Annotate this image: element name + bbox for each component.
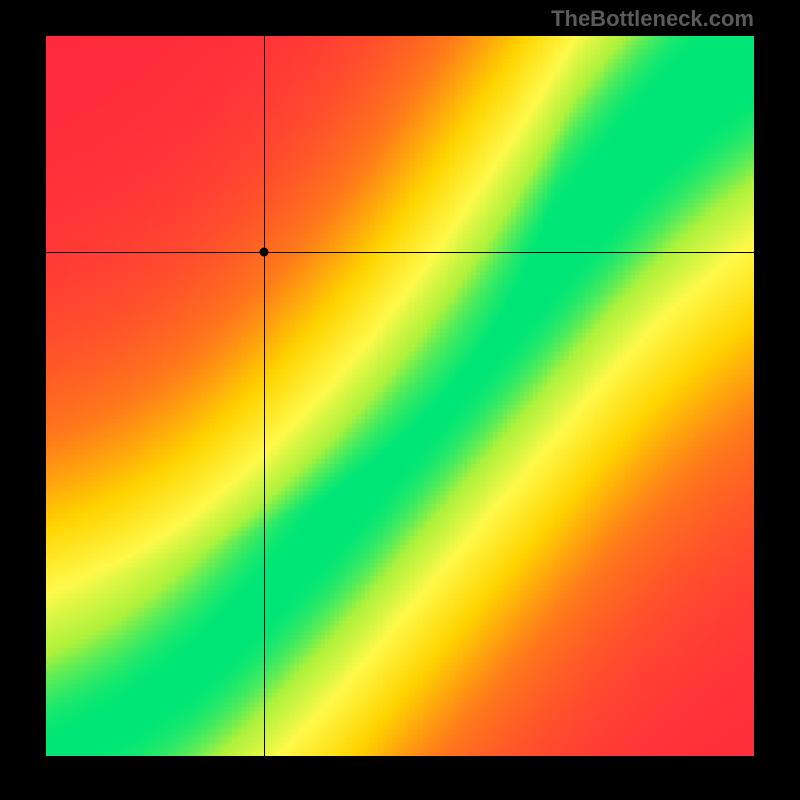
watermark-text: TheBottleneck.com [551, 6, 754, 32]
crosshair-vertical [264, 36, 265, 756]
crosshair-marker [260, 248, 269, 257]
heatmap-canvas [46, 36, 754, 756]
heatmap-plot [46, 36, 754, 756]
figure-root: TheBottleneck.com [0, 0, 800, 800]
crosshair-horizontal [46, 252, 754, 253]
